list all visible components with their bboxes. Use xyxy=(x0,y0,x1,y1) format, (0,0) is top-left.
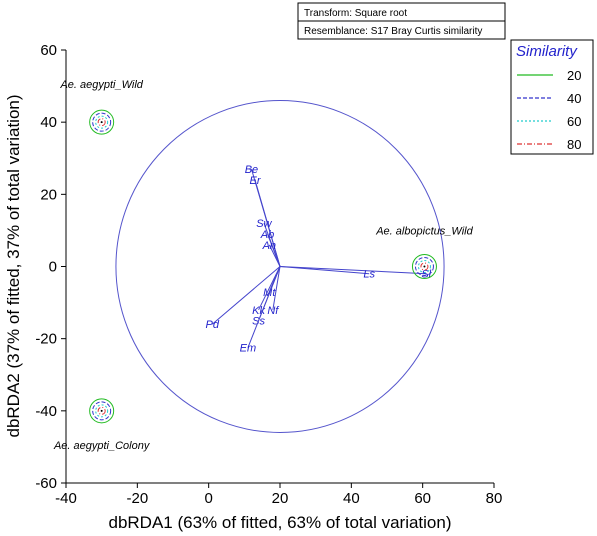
similarity-contour-40 xyxy=(414,257,434,276)
group-marker xyxy=(423,265,426,268)
group-marker xyxy=(100,121,103,124)
points-layer: Ae. aegypti_Wild Ae. albopictus_Wild Ae. a… xyxy=(53,79,474,452)
info-box: Transform: Square root Resemblance: S17 … xyxy=(297,2,506,40)
y-axis-title: dbRDA2 (37% of fitted, 37% of total vari… xyxy=(4,94,23,437)
group-point-1: Ae. albopictus_Wild xyxy=(375,226,474,279)
x-tick-label: 60 xyxy=(414,490,431,507)
group-point-2: Ae. aegypti_Colony xyxy=(53,398,151,452)
y-tick-label: 60 xyxy=(40,42,57,59)
similarity-contour-60 xyxy=(417,260,431,273)
legend-label-20: 20 xyxy=(567,68,581,83)
vector-line-an xyxy=(268,244,281,267)
vector-label-sw: Sw xyxy=(256,218,272,230)
x-tick-label: 20 xyxy=(272,490,289,507)
vector-line-ab xyxy=(267,233,281,267)
y-tick-label: 40 xyxy=(40,114,57,131)
group-marker xyxy=(100,409,103,412)
group-label-0: Ae. aegypti_Wild xyxy=(59,79,143,91)
vector-label-kk: Kk xyxy=(252,305,265,317)
info-resemblance: Resemblance: S17 Bray Curtis similarity xyxy=(304,26,482,37)
similarity-contour-60 xyxy=(95,404,109,418)
vector-line-sl xyxy=(279,266,427,275)
legend-entries: 20 40 60 80 xyxy=(517,68,581,152)
vector-line-er xyxy=(254,179,281,267)
info-transform: Transform: Square root xyxy=(304,8,407,19)
vector-line-em xyxy=(247,266,281,348)
similarity-contour-80 xyxy=(420,262,429,271)
correlation-circle-layer xyxy=(115,100,445,433)
x-tick-label: 0 xyxy=(204,490,212,507)
similarity-contour-80 xyxy=(97,406,106,415)
y-tick-label: -40 xyxy=(35,403,57,420)
vectors-layer: BeErSwAbAnLsSlMtKkNfSsPdEm xyxy=(205,164,431,355)
correlation-circle xyxy=(115,100,445,433)
legend-label-60: 60 xyxy=(567,114,581,129)
y-tick-label: -20 xyxy=(35,331,57,348)
vector-label-pd: Pd xyxy=(205,319,219,331)
vector-line-kk xyxy=(258,266,281,311)
vector-label-sl: Sl xyxy=(421,269,431,281)
vector-label-an: An xyxy=(262,240,276,252)
vector-label-ls: Ls xyxy=(363,269,375,281)
similarity-contour-20 xyxy=(89,109,115,135)
legend-label-40: 40 xyxy=(567,91,581,106)
vector-line-nf xyxy=(272,266,281,310)
similarity-contour-20 xyxy=(411,254,437,279)
similarity-contour-80 xyxy=(97,118,106,127)
vector-label-em: Em xyxy=(240,343,257,355)
x-tick-label: 40 xyxy=(343,490,360,507)
x-tick-label: -40 xyxy=(55,490,77,507)
x-tick-label: -20 xyxy=(126,490,148,507)
similarity-contour-20 xyxy=(89,398,115,424)
vector-line-pd xyxy=(211,266,281,325)
legend-label-80: 80 xyxy=(567,137,581,152)
legend: Similarity 20 40 60 80 xyxy=(510,39,594,155)
similarity-contour-40 xyxy=(92,401,112,421)
similarity-contour-40 xyxy=(92,112,112,132)
legend-title: Similarity xyxy=(516,43,578,60)
group-label-1: Ae. albopictus_Wild xyxy=(375,226,473,238)
vector-label-ss: Ss xyxy=(252,316,265,328)
vector-label-ab: Ab xyxy=(260,229,274,241)
similarity-contour-60 xyxy=(95,115,109,129)
y-tick-label: -60 xyxy=(35,475,57,492)
y-tick-label: 20 xyxy=(40,186,57,203)
y-tick-label: 0 xyxy=(49,259,57,276)
x-tick-label: 80 xyxy=(486,490,503,507)
vector-label-nf: Nf xyxy=(267,305,279,317)
x-axis-title: dbRDA1 (63% of fitted, 63% of total vari… xyxy=(108,513,451,532)
group-point-0: Ae. aegypti_Wild xyxy=(59,79,144,135)
vector-label-er: Er xyxy=(250,175,262,187)
group-label-2: Ae. aegypti_Colony xyxy=(53,440,151,452)
vector-label-be: Be xyxy=(245,164,258,176)
